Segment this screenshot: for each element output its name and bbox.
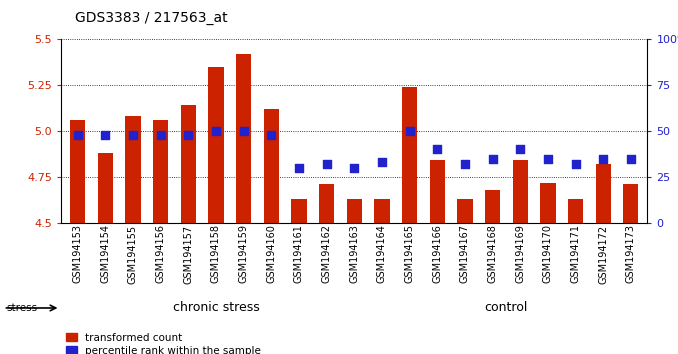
Legend: transformed count, percentile rank within the sample: transformed count, percentile rank withi…: [66, 333, 261, 354]
Bar: [374, 199, 390, 223]
Point: [348, 165, 359, 171]
Bar: [264, 109, 279, 223]
Bar: [153, 120, 168, 223]
Bar: [292, 199, 306, 223]
Bar: [623, 184, 639, 223]
Point: [183, 132, 194, 137]
Point: [598, 156, 609, 161]
Bar: [595, 164, 611, 223]
Bar: [568, 199, 583, 223]
Bar: [208, 67, 224, 223]
Point: [266, 132, 277, 137]
Point: [100, 132, 111, 137]
Bar: [457, 199, 473, 223]
Point: [72, 132, 83, 137]
Point: [321, 161, 332, 167]
Text: stress: stress: [7, 303, 38, 313]
Bar: [540, 183, 555, 223]
Point: [404, 128, 415, 134]
Bar: [402, 87, 417, 223]
Point: [487, 156, 498, 161]
Text: control: control: [485, 302, 528, 314]
Point: [127, 132, 138, 137]
Point: [460, 161, 471, 167]
Point: [432, 147, 443, 152]
Point: [626, 156, 637, 161]
Bar: [70, 120, 85, 223]
Text: chronic stress: chronic stress: [173, 302, 259, 314]
Point: [570, 161, 581, 167]
Point: [376, 159, 387, 165]
Bar: [180, 105, 196, 223]
Point: [238, 128, 249, 134]
Point: [294, 165, 304, 171]
Point: [542, 156, 553, 161]
Bar: [485, 190, 500, 223]
Bar: [513, 160, 528, 223]
Bar: [319, 184, 334, 223]
Bar: [346, 199, 362, 223]
Bar: [430, 160, 445, 223]
Bar: [98, 153, 113, 223]
Text: GDS3383 / 217563_at: GDS3383 / 217563_at: [75, 11, 227, 25]
Point: [515, 147, 525, 152]
Bar: [125, 116, 140, 223]
Bar: [236, 54, 252, 223]
Point: [210, 128, 221, 134]
Point: [155, 132, 166, 137]
